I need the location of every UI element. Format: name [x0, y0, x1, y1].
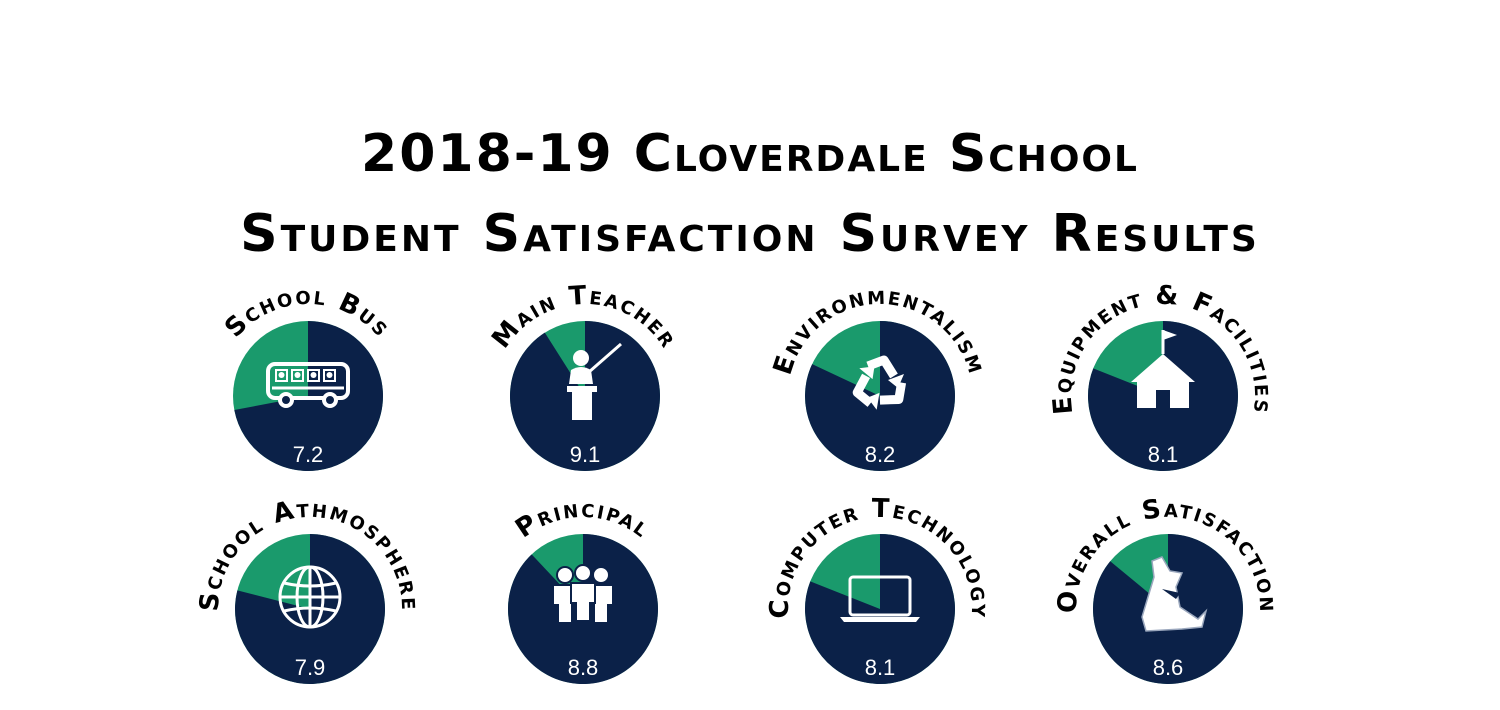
mascot-icon	[1141, 556, 1208, 632]
pie-value-label: 9.1	[570, 442, 601, 467]
pie-value-label: 7.2	[293, 442, 324, 467]
pie-value-label: 8.1	[1148, 442, 1179, 467]
globe-icon	[278, 565, 342, 629]
title-block: 2018-19 Cloverdale School Student Satisf…	[0, 118, 1500, 278]
teacher-icon	[567, 342, 622, 420]
people-icon	[552, 564, 614, 624]
recycle-icon	[852, 355, 907, 410]
school-house-icon	[1131, 330, 1195, 408]
pie-value-label: 8.2	[865, 442, 896, 467]
pie-value-label: 8.8	[568, 655, 599, 680]
page-subtitle: Student Satisfaction Survey Results	[240, 204, 1260, 264]
page-title: 2018-19 Cloverdale School	[361, 124, 1139, 184]
pie-value-label: 8.1	[865, 655, 896, 680]
pie-value-slice	[805, 534, 956, 684]
bus-icon	[266, 362, 350, 408]
pie-value-label: 7.9	[295, 655, 326, 680]
laptop-icon	[840, 575, 920, 622]
pie-value-label: 8.6	[1153, 655, 1184, 680]
